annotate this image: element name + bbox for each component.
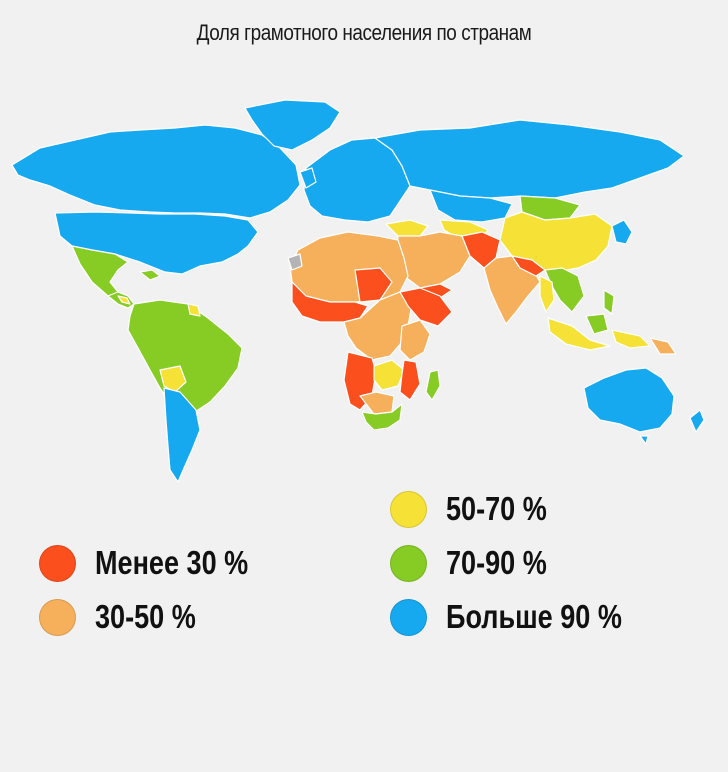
legend-swatch [390, 598, 427, 636]
region-western-sahara [287, 253, 303, 271]
legend-swatch [390, 490, 427, 528]
legend-label: 30-50 % [95, 598, 196, 635]
region-korea-japan [611, 219, 633, 245]
region-canada-alaska [11, 124, 301, 219]
region-bolivia [159, 365, 187, 393]
region-indochina [544, 267, 585, 313]
legend-swatch [39, 544, 76, 582]
world-literacy-map [11, 99, 705, 483]
region-borneo [585, 313, 609, 335]
region-nepal-bangladesh [511, 255, 546, 277]
region-australia [583, 367, 675, 433]
region-north-africa [289, 231, 409, 303]
region-horn-of-africa [399, 287, 453, 327]
region-greenland [244, 99, 341, 151]
legend-item-2: 50-70 % [390, 489, 569, 529]
region-europe [303, 137, 411, 223]
region-indonesia-west [547, 317, 611, 351]
legend-item-1: 30-50 % [39, 597, 218, 637]
region-caribbean [139, 269, 161, 281]
region-south-africa [361, 403, 403, 431]
region-mexico [71, 245, 129, 297]
legend-swatch [39, 598, 76, 636]
region-uk [299, 167, 317, 189]
region-russia [374, 119, 685, 199]
legend-label: 70-90 % [446, 544, 547, 581]
region-east-africa [399, 319, 431, 361]
region-zambia-zimbabwe [373, 359, 405, 391]
region-india [483, 255, 541, 325]
region-indonesia-east [611, 329, 651, 349]
region-guatemala-honduras [117, 295, 131, 305]
region-guianas [187, 303, 201, 317]
region-new-zealand [689, 409, 705, 433]
region-namibia-botswana [359, 391, 395, 415]
region-tasmania [639, 435, 649, 445]
page-title: Доля грамотного населения по странам [196, 20, 532, 45]
legend-label: Менее 30 % [95, 544, 249, 581]
region-madagascar [425, 369, 441, 401]
region-chad-sudan [354, 267, 393, 303]
legend-item-3: 70-90 % [390, 543, 569, 583]
region-middle-east [395, 231, 471, 289]
region-myanmar [539, 275, 555, 313]
legend-item-4: Больше 90 % [390, 597, 661, 637]
region-turkey-levant [385, 219, 429, 237]
region-southern-cone [163, 387, 201, 483]
legend-label: Больше 90 % [446, 598, 622, 635]
legend-label: 50-70 % [446, 490, 547, 527]
legend-swatch [390, 544, 427, 582]
region-south-america [127, 299, 243, 417]
legend-item-0: Менее 30 % [39, 543, 282, 583]
region-mozambique [399, 359, 421, 401]
region-philippines [603, 289, 615, 315]
region-papua [649, 337, 677, 355]
